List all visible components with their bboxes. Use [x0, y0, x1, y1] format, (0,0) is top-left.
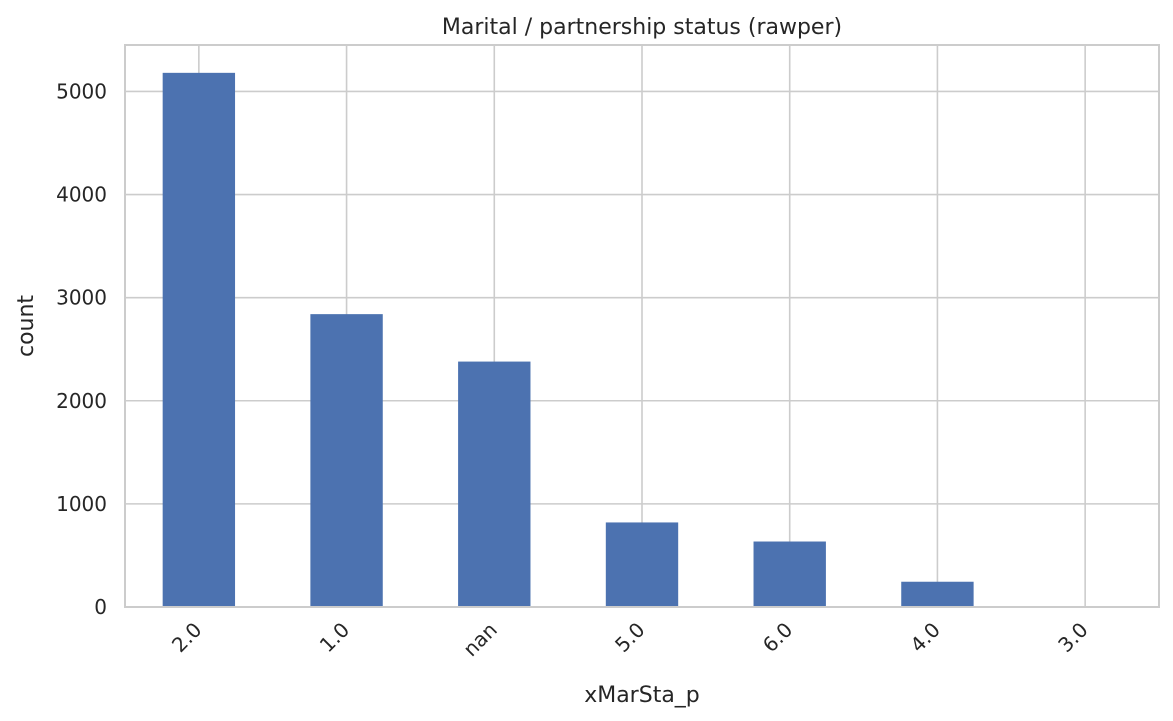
bar-4-0	[901, 581, 974, 607]
y-tick-label: 1000	[56, 492, 107, 516]
x-tick-label: 6.0	[758, 618, 797, 657]
y-tick-label: 4000	[56, 183, 107, 207]
plot-frame	[124, 44, 1160, 608]
x-tick-label: 2.0	[167, 618, 206, 657]
x-tick-label: 3.0	[1053, 618, 1092, 657]
bar-6-0	[753, 541, 826, 607]
chart-title: Marital / partnership status (rawper)	[442, 15, 842, 40]
x-tick-label: 1.0	[315, 618, 354, 657]
y-tick-label: 3000	[56, 286, 107, 310]
bars	[162, 72, 1122, 607]
bar-1-0	[310, 314, 383, 607]
y-tick-labels: 0 1000 2000 3000 4000 5000	[56, 79, 107, 619]
x-tick-label: nan	[458, 618, 502, 662]
x-axis-label: xMarSta_p	[584, 683, 700, 708]
y-tick-label: 2000	[56, 389, 107, 413]
x-tick-label: 4.0	[905, 618, 944, 657]
x-tick-labels: 2.0 1.0 nan 5.0 6.0 4.0 3.0	[167, 618, 1093, 662]
y-axis-label: count	[14, 295, 39, 357]
y-tick-label: 5000	[56, 79, 107, 103]
x-tick-label: 5.0	[610, 618, 649, 657]
grid-lines	[125, 45, 1159, 608]
bar-2-0	[162, 72, 236, 607]
y-tick-label: 0	[94, 595, 107, 619]
bar-5-0	[605, 522, 679, 607]
bar-nan	[458, 361, 531, 607]
